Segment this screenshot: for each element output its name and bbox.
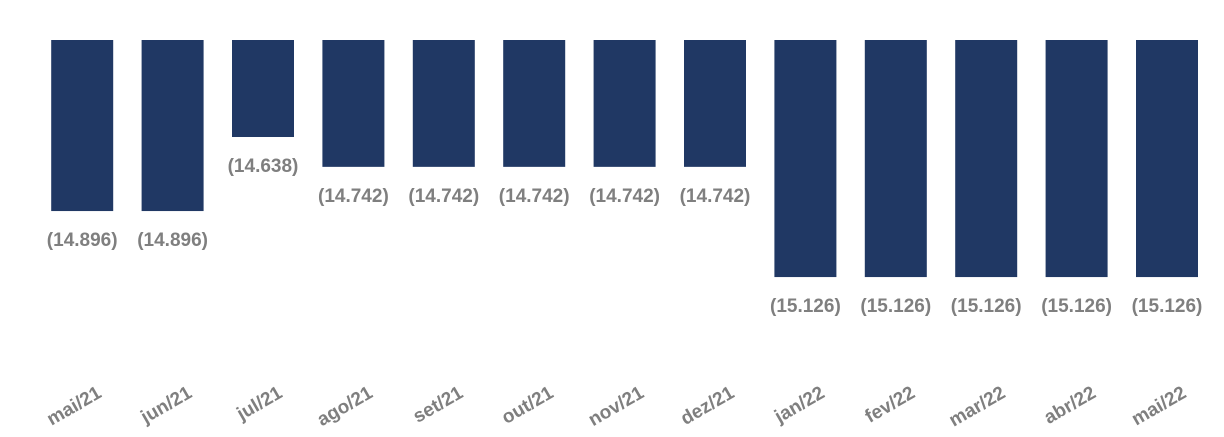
bar xyxy=(1045,40,1108,278)
bar xyxy=(232,40,294,138)
x-tick-label: dez/21 xyxy=(677,382,738,429)
x-tick-label: mar/22 xyxy=(946,382,1010,431)
bar xyxy=(412,40,475,167)
bar xyxy=(955,40,1018,278)
bar xyxy=(322,40,385,167)
data-label: (14.896) xyxy=(47,230,118,251)
bar xyxy=(141,40,204,212)
bar xyxy=(593,40,656,167)
x-tick-label: ago/21 xyxy=(314,382,377,430)
data-label: (15.126) xyxy=(770,296,841,317)
x-tick-label: jan/22 xyxy=(770,382,828,428)
data-label: (15.126) xyxy=(1041,296,1112,317)
x-tick-label: jul/21 xyxy=(233,382,287,425)
x-tick-label: abr/22 xyxy=(1041,382,1100,428)
data-label: (14.742) xyxy=(318,186,389,207)
x-tick-label: set/21 xyxy=(410,382,468,427)
data-label: (15.126) xyxy=(860,296,931,317)
x-tick-label: out/21 xyxy=(498,382,557,428)
data-label: (14.742) xyxy=(589,186,660,207)
data-label: (14.638) xyxy=(228,156,299,177)
data-label: (14.896) xyxy=(137,230,208,251)
data-label: (14.742) xyxy=(408,186,479,207)
bar xyxy=(774,40,837,278)
bar xyxy=(684,40,746,167)
x-tick-label: jun/21 xyxy=(137,382,196,428)
x-tick-label: mai/21 xyxy=(43,382,105,430)
x-tick-label: mai/22 xyxy=(1128,382,1190,430)
bar xyxy=(1136,40,1198,278)
x-tick-label: fev/22 xyxy=(862,382,919,427)
bar xyxy=(864,40,927,278)
data-label: (15.126) xyxy=(951,296,1022,317)
data-label: (14.742) xyxy=(499,186,570,207)
x-tick-label: nov/21 xyxy=(585,382,648,430)
bar xyxy=(503,40,566,167)
bar xyxy=(51,40,114,212)
data-label: (15.126) xyxy=(1132,296,1203,317)
data-label: (14.742) xyxy=(680,186,751,207)
